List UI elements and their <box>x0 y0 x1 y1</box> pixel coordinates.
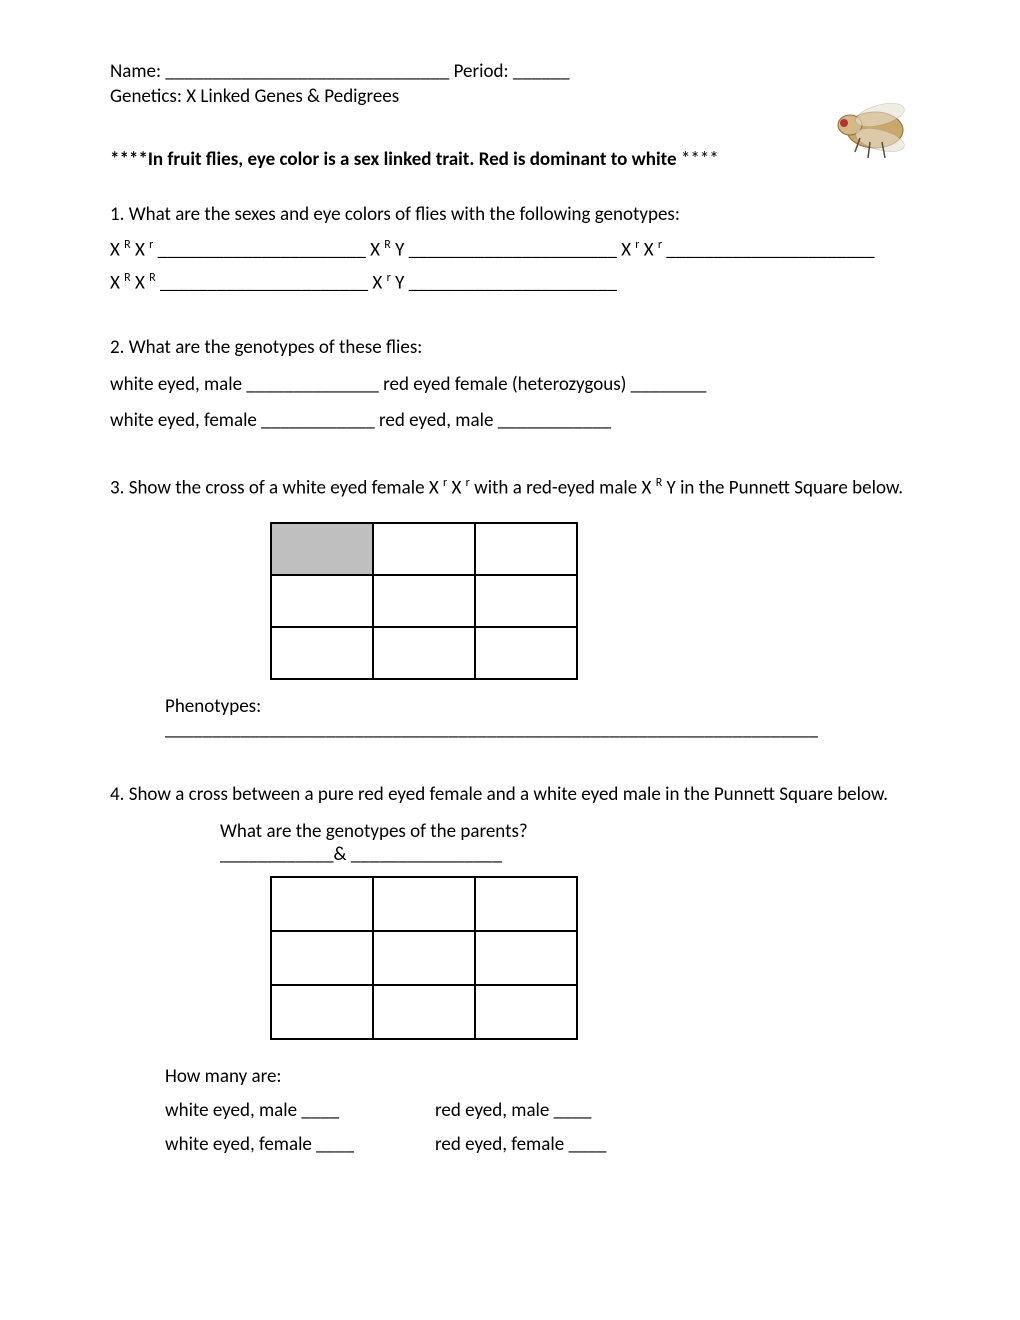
q1-line1: X R X r ______________________ X R Y ___… <box>110 238 910 261</box>
punnett-cell[interactable] <box>271 931 373 985</box>
q3-prompt: 3. Show the cross of a white eyed female… <box>110 474 910 503</box>
q1-line2: X R X R ______________________ X r Y ___… <box>110 271 910 294</box>
period-label: Period: <box>449 60 508 83</box>
q4-parents-blank[interactable]: ____________& ________________ <box>220 843 910 866</box>
q2-red-female-het[interactable]: red eyed female (heterozygous) ________ <box>379 373 707 396</box>
q2-white-male[interactable]: white eyed, male ______________ <box>110 373 379 396</box>
fruit-fly-icon <box>810 80 920 170</box>
q1-blank-3[interactable]: ______________________ <box>662 238 874 261</box>
q4-wm[interactable]: white eyed, male ____ <box>165 1094 435 1128</box>
q2-row1: white eyed, male ______________ red eyed… <box>110 371 910 400</box>
punnett-cell[interactable] <box>475 575 577 627</box>
q3-phenotypes: Phenotypes: ____________________________… <box>165 695 910 741</box>
name-blank[interactable]: ______________________________ <box>161 60 449 83</box>
q2-prompt: 2. What are the genotypes of these flies… <box>110 334 910 363</box>
punnett-cell[interactable] <box>373 575 475 627</box>
punnett-cell[interactable] <box>475 627 577 679</box>
q1-blank-2[interactable]: ______________________ <box>404 238 616 261</box>
q1-prompt: 1. What are the sexes and eye colors of … <box>110 201 910 230</box>
period-blank[interactable]: ______ <box>509 60 570 83</box>
q4-parents-question: What are the genotypes of the parents? _… <box>220 820 910 866</box>
punnett-cell[interactable] <box>271 877 373 931</box>
punnett-cell[interactable] <box>271 627 373 679</box>
q4-rf[interactable]: red eyed, female ____ <box>435 1133 606 1156</box>
q4-howmany: How many are: white eyed, male ____red e… <box>165 1060 910 1163</box>
q2-red-male[interactable]: red eyed, male ____________ <box>375 409 612 432</box>
punnett-cell[interactable] <box>475 985 577 1039</box>
punnett-cell[interactable] <box>373 985 475 1039</box>
name-label: Name: <box>110 60 161 83</box>
punnett-cell[interactable] <box>373 523 475 575</box>
q2-row2: white eyed, female ____________ red eyed… <box>110 407 910 436</box>
q1-blank-5[interactable]: ______________________ <box>404 271 616 294</box>
q2-white-female[interactable]: white eyed, female ____________ <box>110 409 375 432</box>
punnett-cell[interactable] <box>373 877 475 931</box>
q4-punnett-square[interactable] <box>270 876 578 1040</box>
q1-blank-4[interactable]: ______________________ <box>156 271 368 294</box>
q4-prompt: 4. Show a cross between a pure red eyed … <box>110 781 910 810</box>
q3-punnett-square[interactable] <box>270 522 578 680</box>
q1-blank-1[interactable]: ______________________ <box>153 238 365 261</box>
punnett-cell[interactable] <box>475 523 577 575</box>
punnett-cell[interactable] <box>271 523 373 575</box>
trait-highlight: ****In fruit flies, eye color is a sex l… <box>110 148 910 171</box>
punnett-cell[interactable] <box>271 985 373 1039</box>
name-period-line: Name: ______________________________ Per… <box>110 60 910 83</box>
punnett-cell[interactable] <box>373 931 475 985</box>
punnett-cell[interactable] <box>373 627 475 679</box>
q4-rm[interactable]: red eyed, male ____ <box>435 1099 592 1122</box>
q3-phenotypes-blank[interactable]: ________________________________________… <box>165 718 818 741</box>
q4-wf[interactable]: white eyed, female ____ <box>165 1128 435 1162</box>
punnett-cell[interactable] <box>475 877 577 931</box>
punnett-cell[interactable] <box>271 575 373 627</box>
worksheet-subtitle: Genetics: X Linked Genes & Pedigrees <box>110 85 910 108</box>
punnett-cell[interactable] <box>475 931 577 985</box>
